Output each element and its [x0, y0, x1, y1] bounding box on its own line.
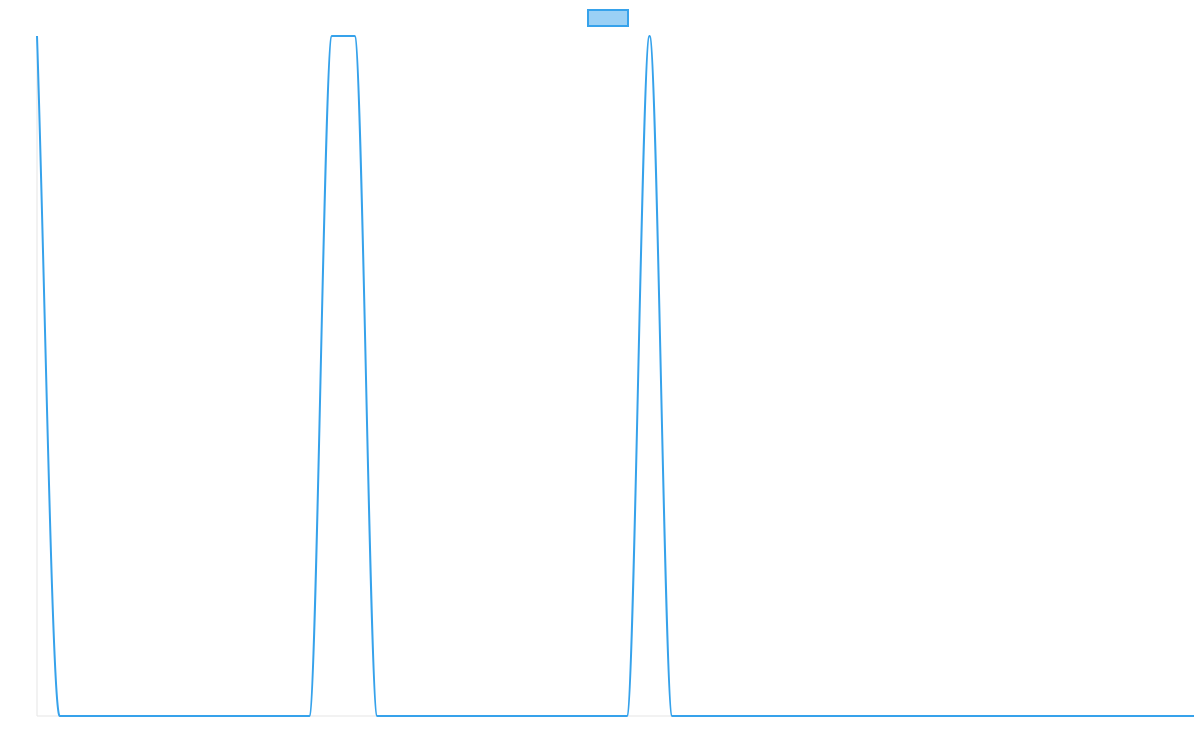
axes	[36, 36, 1194, 717]
series-line-0	[36, 35, 1194, 718]
series-layer	[36, 35, 1194, 718]
legend-swatch-0[interactable]	[587, 9, 629, 27]
legend[interactable]	[587, 9, 629, 27]
